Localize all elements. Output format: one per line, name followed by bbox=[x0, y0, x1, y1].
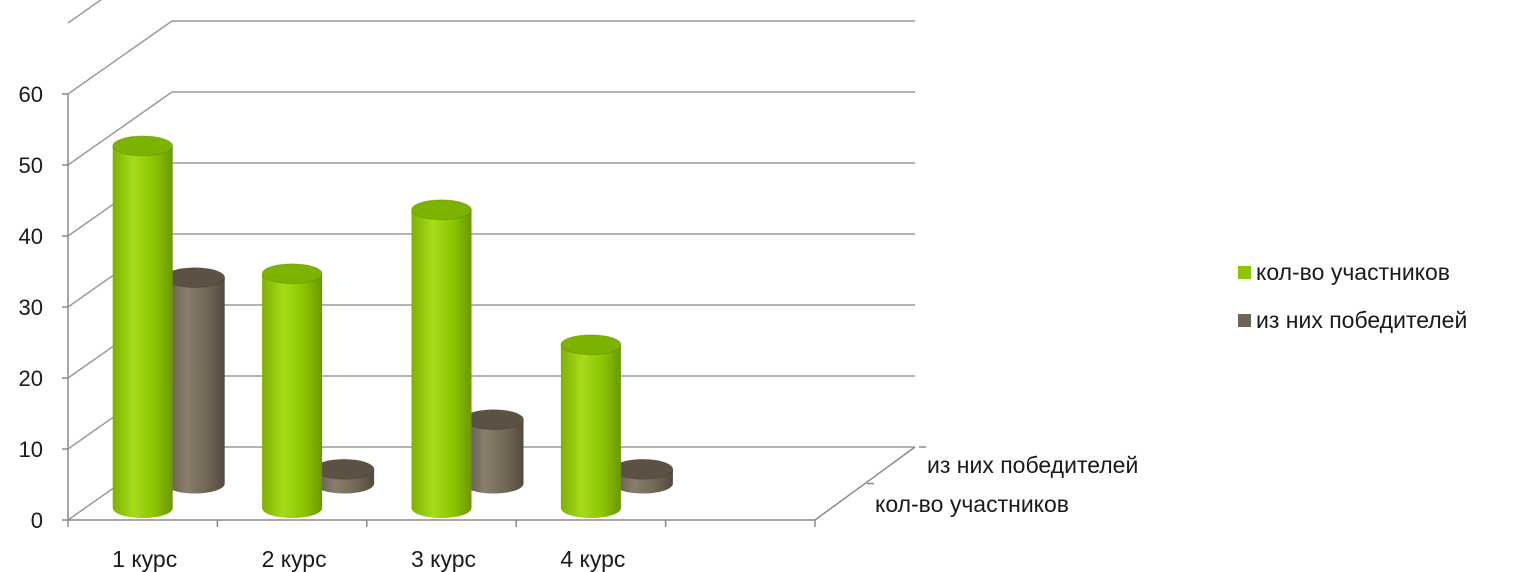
legend-item: из них победителей bbox=[1238, 296, 1467, 344]
bar bbox=[313, 458, 375, 494]
bars bbox=[112, 135, 674, 519]
legend: кол-во участников из них победителей bbox=[1238, 248, 1467, 344]
gridline bbox=[67, 0, 103, 24]
axis-labels: 0 10 20 30 40 50 60 1 курс 2 курс 3 курс 4 курс кол… bbox=[19, 82, 1139, 572]
cylinder-top bbox=[411, 199, 472, 221]
depth-axis-line bbox=[814, 446, 916, 521]
cylinder-body bbox=[262, 273, 323, 518]
cylinder-top bbox=[612, 458, 674, 480]
cylinder-top bbox=[463, 409, 524, 431]
cylinder-body bbox=[411, 209, 472, 519]
cylinder-body bbox=[112, 145, 173, 518]
cylinder-top bbox=[112, 135, 174, 157]
legend-swatch bbox=[1238, 313, 1251, 327]
legend-label: кол-во участников bbox=[1256, 258, 1451, 285]
cylinder-top bbox=[560, 334, 622, 356]
y-tick-label: 60 bbox=[19, 82, 43, 107]
bar bbox=[164, 267, 226, 494]
depth-axis-label: из них победителей bbox=[927, 452, 1138, 478]
x-tick-label: 4 курс bbox=[560, 546, 625, 572]
cylinder-body bbox=[560, 344, 621, 518]
gridline bbox=[67, 91, 173, 166]
bar bbox=[411, 199, 472, 519]
bar bbox=[560, 334, 622, 518]
y-tick-label: 40 bbox=[19, 224, 43, 249]
cylinder-top bbox=[164, 267, 226, 289]
cylinder-body bbox=[463, 419, 524, 494]
x-tick-label: 2 курс bbox=[262, 546, 327, 572]
y-tick-label: 30 bbox=[19, 295, 43, 320]
depth-axis-label: кол-во участников bbox=[875, 491, 1069, 517]
y-tick-label: 50 bbox=[19, 153, 43, 178]
cylinder-top bbox=[261, 263, 323, 285]
y-tick-label: 10 bbox=[19, 437, 43, 462]
axes bbox=[62, 93, 926, 527]
cylinder-body bbox=[164, 277, 225, 494]
gridline bbox=[67, 20, 173, 95]
bar bbox=[463, 409, 524, 494]
y-tick-label: 20 bbox=[19, 366, 43, 391]
bar bbox=[261, 263, 323, 518]
legend-swatch bbox=[1238, 265, 1251, 279]
x-tick-label: 3 курс bbox=[411, 546, 476, 572]
cylinder-top bbox=[313, 458, 375, 480]
x-tick-label: 1 курс bbox=[112, 546, 177, 572]
bar bbox=[612, 458, 674, 494]
legend-item: кол-во участников bbox=[1238, 248, 1467, 296]
bar bbox=[112, 135, 174, 518]
legend-label: из них победителей bbox=[1256, 306, 1468, 333]
y-tick-label: 0 bbox=[31, 508, 43, 533]
